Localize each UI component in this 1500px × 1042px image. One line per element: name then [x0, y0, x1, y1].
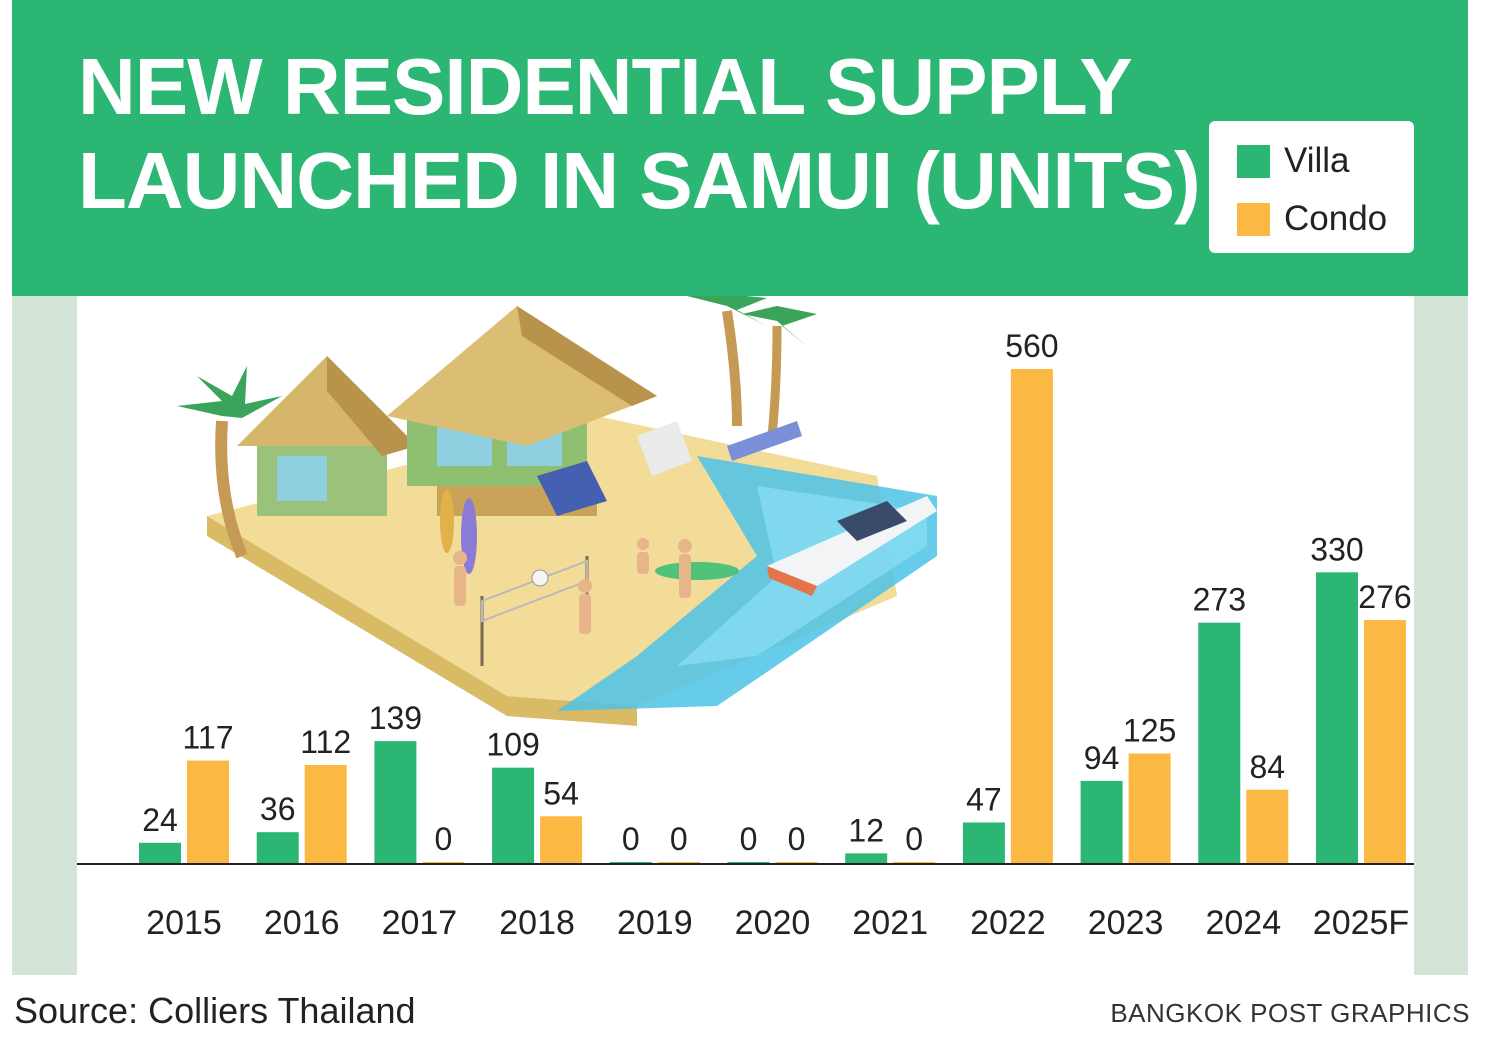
legend-label-villa: Villa [1284, 141, 1350, 180]
value-label-villa-2018: 109 [486, 727, 539, 763]
x-tick-label-2024: 2024 [1205, 904, 1281, 942]
bar-condo-2016 [304, 765, 347, 864]
chart-title: NEW RESIDENTIAL SUPPLY LAUNCHED IN SAMUI… [78, 40, 1201, 228]
bar-condo-2023 [1128, 753, 1171, 864]
value-label-villa-2020: 0 [740, 821, 758, 857]
bar-condo-2024 [1246, 789, 1289, 864]
x-tick-label-2015: 2015 [146, 904, 222, 942]
x-tick-label-2016: 2016 [264, 904, 340, 942]
bar-condo-2025F [1364, 620, 1406, 864]
graphics-credit: BANGKOK POST GRAPHICS [1110, 998, 1470, 1028]
value-label-villa-2023: 94 [1084, 740, 1120, 776]
value-label-villa-2021: 12 [848, 812, 884, 848]
value-label-condo-2020: 0 [788, 821, 806, 857]
value-label-condo-2017: 0 [435, 821, 453, 857]
value-label-villa-2024: 273 [1193, 582, 1246, 618]
value-label-condo-2015: 117 [182, 720, 233, 756]
bar-villa-2022 [962, 822, 1005, 864]
title-line-2: LAUNCHED IN SAMUI (UNITS) [78, 136, 1201, 225]
x-tick-label-2023: 2023 [1088, 904, 1164, 942]
x-tick-label-2017: 2017 [382, 904, 458, 942]
value-label-condo-2023: 125 [1123, 713, 1176, 749]
title-line-1: NEW RESIDENTIAL SUPPLY [78, 42, 1133, 131]
legend-item-villa: Villa [1237, 141, 1350, 181]
value-label-villa-2019: 0 [622, 821, 640, 857]
legend-swatch-villa [1237, 144, 1270, 178]
bar-villa-2023 [1080, 780, 1123, 864]
bar-villa-2021 [845, 853, 888, 864]
value-label-condo-2019: 0 [670, 821, 688, 857]
bar-villa-2018 [492, 767, 535, 864]
value-label-condo-2021: 0 [905, 821, 923, 857]
x-tick-label-2022: 2022 [970, 904, 1046, 942]
legend-label-condo: Condo [1284, 199, 1388, 238]
x-tick-label-2021: 2021 [852, 904, 928, 942]
chart-panel: 24 117 36 112 139 0 109 54 0 0 0 0 12 0 47 560 94 125 273 8… [77, 296, 1414, 975]
bars-layer [139, 369, 1406, 864]
bar-condo-2022 [1010, 369, 1053, 864]
x-tick-label-2018: 2018 [499, 904, 575, 942]
bar-condo-2018 [540, 816, 583, 864]
bar-villa-2016 [256, 832, 299, 864]
beach-resort-illustration [177, 296, 937, 726]
value-label-villa-2017: 139 [369, 700, 422, 736]
bar-villa-2025F [1316, 572, 1358, 864]
value-label-condo-2016: 112 [300, 724, 351, 760]
value-label-villa-2015: 24 [142, 802, 178, 838]
value-label-condo-2025F: 276 [1358, 579, 1411, 615]
value-label-condo-2024: 84 [1250, 749, 1286, 785]
bar-condo-2015 [187, 760, 229, 864]
legend: Villa Condo [1209, 121, 1414, 253]
value-label-villa-2016: 36 [260, 791, 296, 827]
bar-villa-2024 [1198, 622, 1241, 864]
value-label-condo-2018: 54 [543, 775, 579, 811]
legend-swatch-condo [1237, 202, 1270, 236]
x-tick-label-2020: 2020 [735, 904, 811, 942]
bar-villa-2017 [374, 741, 417, 864]
legend-item-condo: Condo [1237, 199, 1387, 239]
source-note: Source: Colliers Thailand [14, 990, 416, 1031]
value-label-villa-2022: 47 [966, 781, 1002, 817]
x-tick-label-2019: 2019 [617, 904, 693, 942]
x-tick-label-2025F: 2025F [1313, 904, 1409, 942]
bar-villa-2015 [139, 842, 181, 864]
value-label-condo-2022: 560 [1005, 328, 1058, 364]
value-label-villa-2025F: 330 [1310, 531, 1363, 567]
x-tick-labels-layer: 2015 2016 2017 2018 2019 2020 2021 2022 2023 2024… [146, 904, 1409, 942]
